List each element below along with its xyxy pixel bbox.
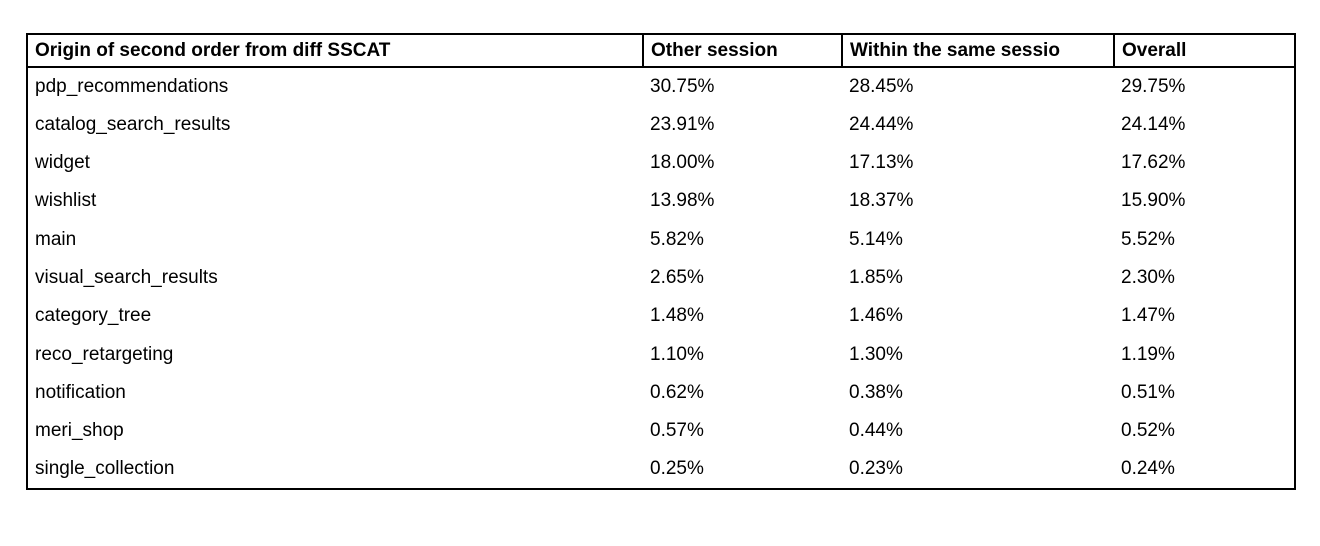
table-body: pdp_recommendations 30.75% 28.45% 29.75%… bbox=[27, 67, 1295, 489]
cell-other-session: 1.48% bbox=[650, 305, 704, 327]
table-row: notification 0.62% 0.38% 0.51% bbox=[27, 374, 1295, 412]
cell-origin: visual_search_results bbox=[35, 266, 218, 288]
table-row: catalog_search_results 23.91% 24.44% 24.… bbox=[27, 105, 1295, 143]
cell-overall: 15.90% bbox=[1121, 190, 1186, 212]
cell-origin: catalog_search_results bbox=[35, 113, 231, 135]
cell-origin: wishlist bbox=[35, 190, 97, 212]
cell-overall: 0.51% bbox=[1121, 382, 1175, 404]
cell-within-same-session: 24.44% bbox=[849, 113, 914, 135]
table-row: category_tree 1.48% 1.46% 1.47% bbox=[27, 297, 1295, 335]
cell-other-session: 18.00% bbox=[650, 151, 715, 173]
cell-within-same-session: 1.46% bbox=[849, 305, 903, 327]
cell-within-same-session: 0.44% bbox=[849, 420, 903, 442]
cell-overall: 5.52% bbox=[1121, 228, 1175, 250]
table-row: wishlist 13.98% 18.37% 15.90% bbox=[27, 182, 1295, 220]
cell-within-same-session: 18.37% bbox=[849, 190, 914, 212]
cell-within-same-session: 5.14% bbox=[849, 228, 903, 250]
cell-within-same-session: 0.38% bbox=[849, 382, 903, 404]
header-within-same-session: Within the same sessio bbox=[841, 33, 1115, 68]
header-row: Origin of second order from diff SSCAT O… bbox=[26, 33, 1296, 68]
cell-other-session: 1.10% bbox=[650, 343, 704, 365]
cell-other-session: 13.98% bbox=[650, 190, 715, 212]
cell-origin: category_tree bbox=[35, 305, 152, 327]
cell-overall: 1.47% bbox=[1121, 305, 1175, 327]
origin-second-order-table: Origin of second order from diff SSCAT O… bbox=[26, 33, 1296, 490]
cell-origin: meri_shop bbox=[35, 420, 124, 442]
cell-overall: 1.19% bbox=[1121, 343, 1175, 365]
cell-within-same-session: 1.30% bbox=[849, 343, 903, 365]
table-row: main 5.82% 5.14% 5.52% bbox=[27, 220, 1295, 258]
cell-within-same-session: 1.85% bbox=[849, 266, 903, 288]
cell-other-session: 23.91% bbox=[650, 113, 715, 135]
cell-overall: 24.14% bbox=[1121, 113, 1186, 135]
table-row: pdp_recommendations 30.75% 28.45% 29.75% bbox=[27, 67, 1295, 105]
header-overall: Overall bbox=[1113, 33, 1296, 68]
table-row: reco_retargeting 1.10% 1.30% 1.19% bbox=[27, 336, 1295, 374]
cell-other-session: 0.62% bbox=[650, 382, 704, 404]
cell-origin: single_collection bbox=[35, 458, 175, 480]
cell-overall: 29.75% bbox=[1121, 75, 1186, 97]
cell-within-same-session: 17.13% bbox=[849, 151, 914, 173]
cell-origin: widget bbox=[35, 151, 90, 173]
cell-origin: main bbox=[35, 228, 77, 250]
table-row: meri_shop 0.57% 0.44% 0.52% bbox=[27, 412, 1295, 450]
cell-other-session: 5.82% bbox=[650, 228, 704, 250]
cell-overall: 0.52% bbox=[1121, 420, 1175, 442]
header-other-session: Other session bbox=[642, 33, 843, 68]
table-row: single_collection 0.25% 0.23% 0.24% bbox=[27, 451, 1295, 489]
cell-other-session: 30.75% bbox=[650, 75, 715, 97]
cell-other-session: 0.57% bbox=[650, 420, 704, 442]
cell-overall: 0.24% bbox=[1121, 458, 1175, 480]
cell-origin: notification bbox=[35, 382, 126, 404]
cell-within-same-session: 28.45% bbox=[849, 75, 914, 97]
cell-other-session: 2.65% bbox=[650, 266, 704, 288]
table-row: widget 18.00% 17.13% 17.62% bbox=[27, 144, 1295, 182]
cell-within-same-session: 0.23% bbox=[849, 458, 903, 480]
cell-other-session: 0.25% bbox=[650, 458, 704, 480]
cell-origin: pdp_recommendations bbox=[35, 75, 229, 97]
cell-overall: 17.62% bbox=[1121, 151, 1186, 173]
cell-overall: 2.30% bbox=[1121, 266, 1175, 288]
header-origin: Origin of second order from diff SSCAT bbox=[26, 33, 644, 68]
cell-origin: reco_retargeting bbox=[35, 343, 174, 365]
table-row: visual_search_results 2.65% 1.85% 2.30% bbox=[27, 259, 1295, 297]
